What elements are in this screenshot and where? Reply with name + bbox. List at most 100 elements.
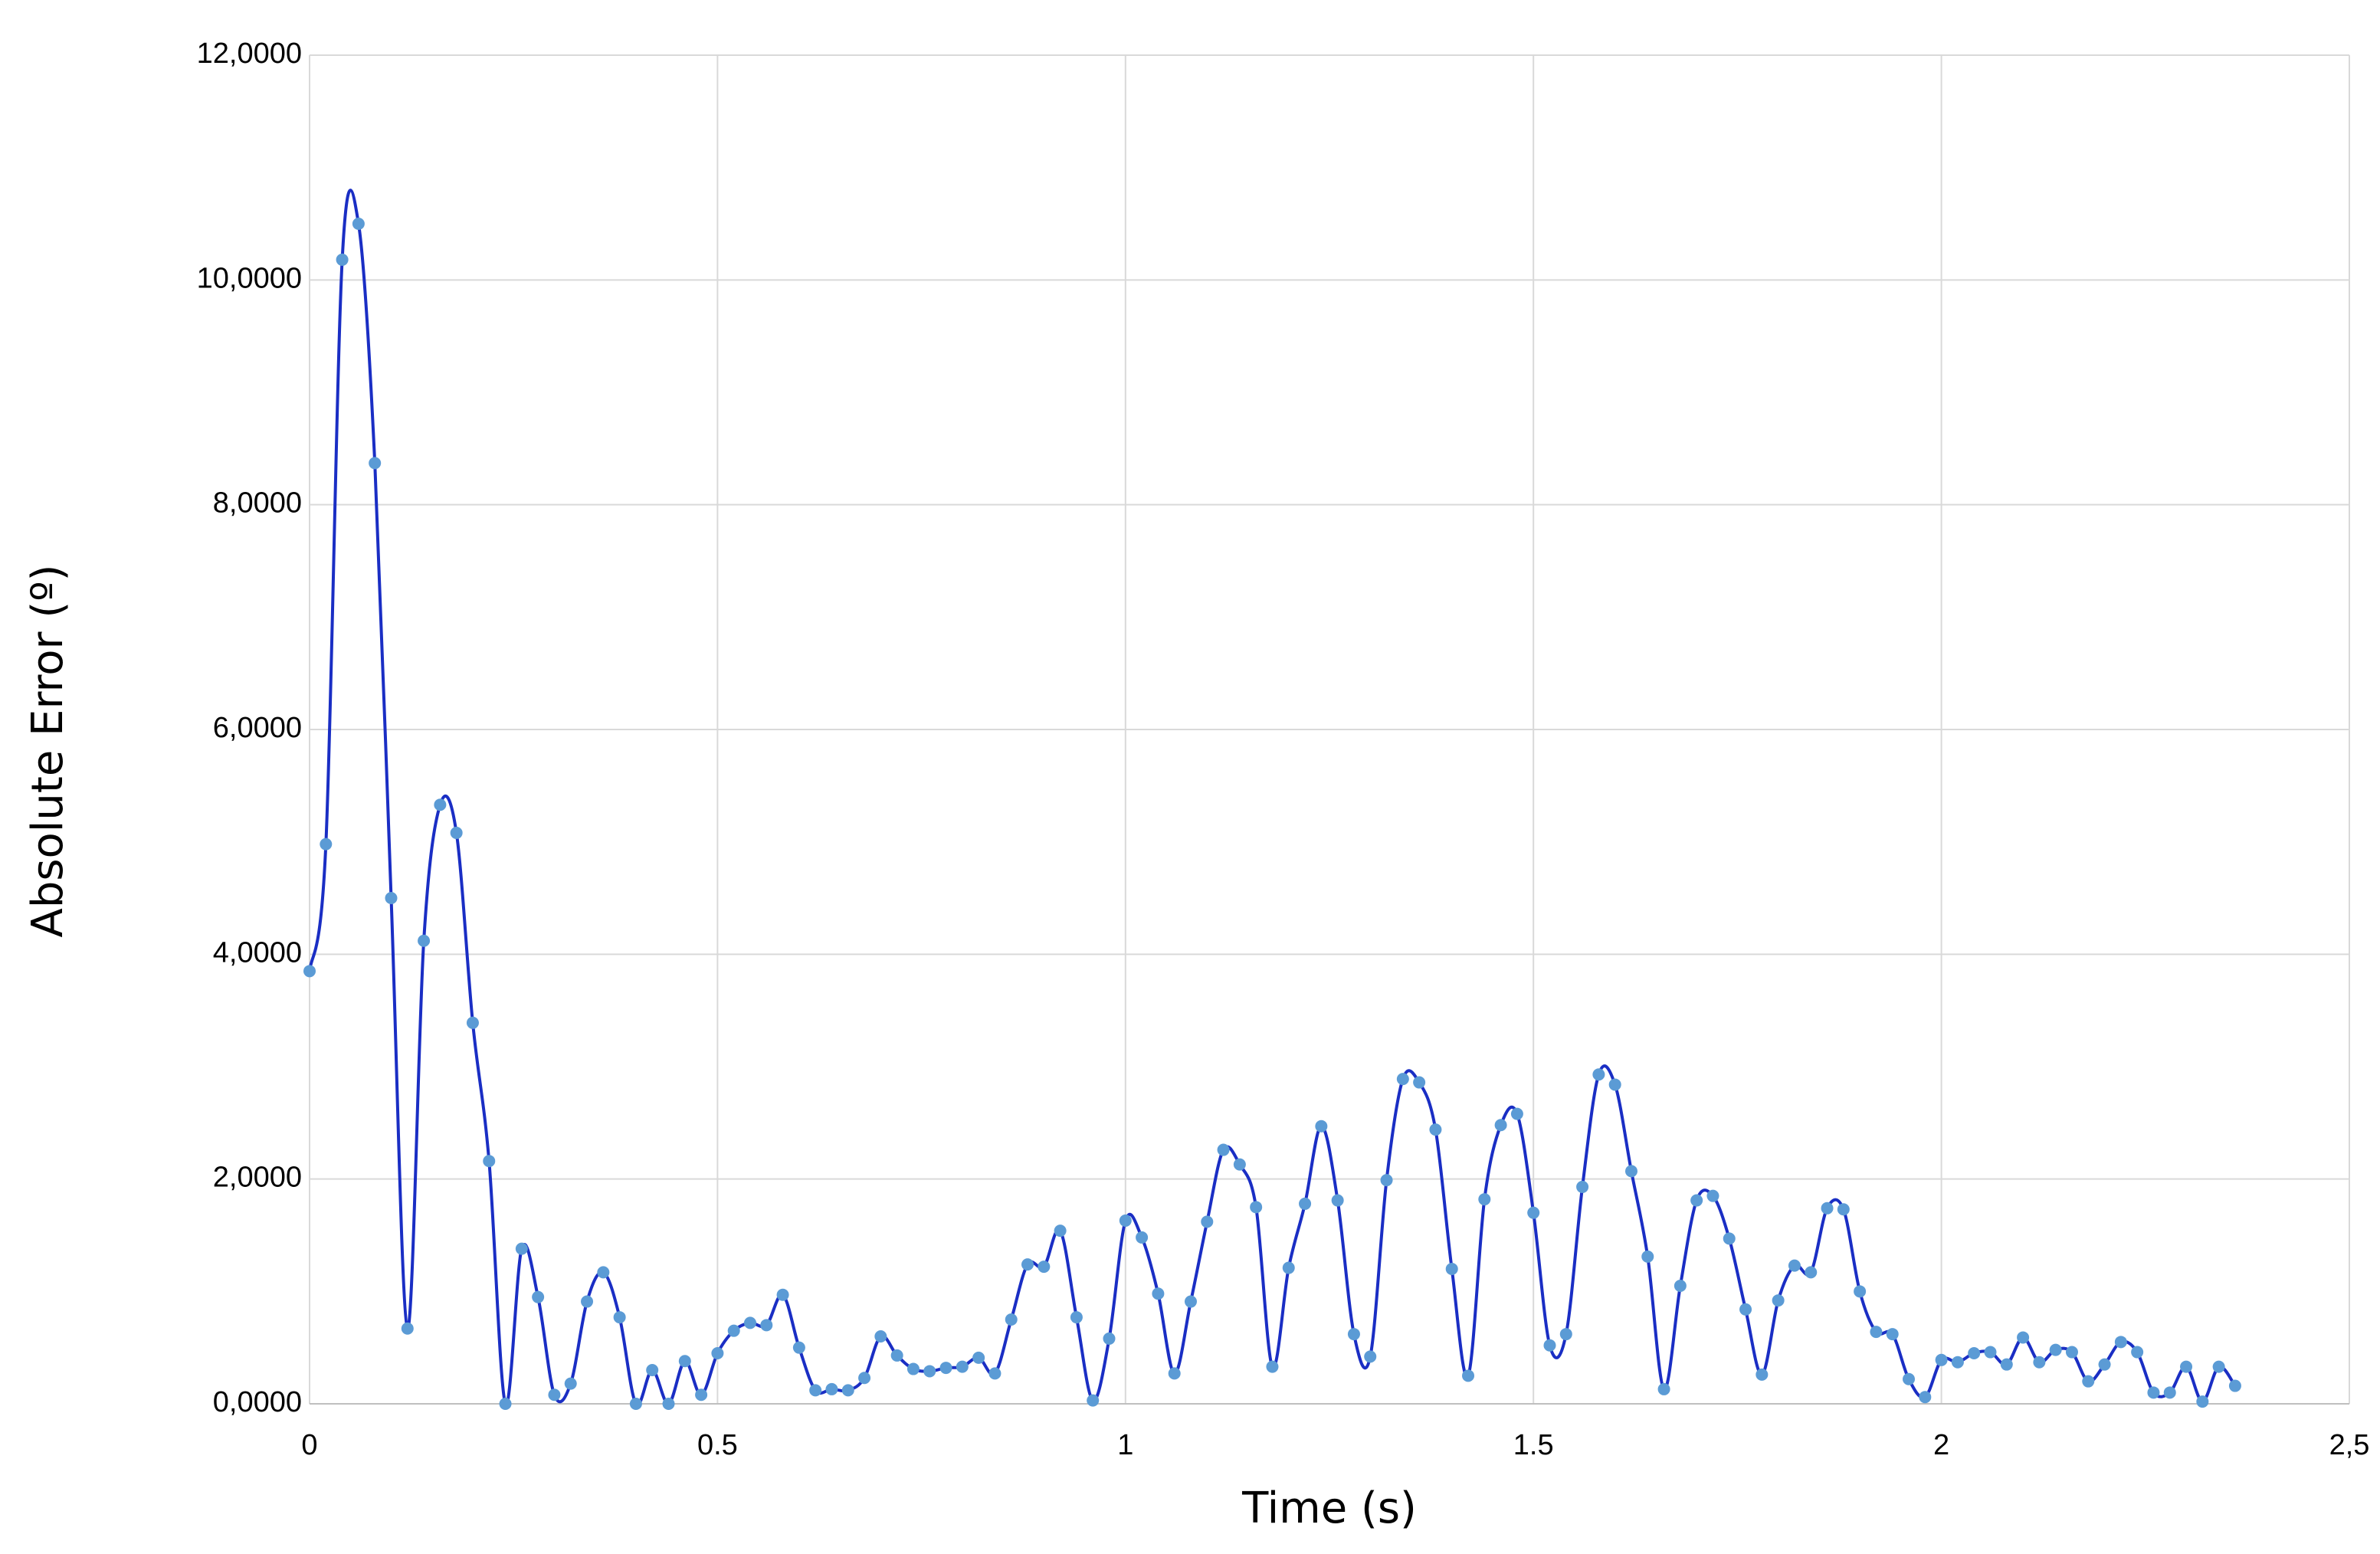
marker [1608,1078,1621,1091]
marker [1315,1120,1328,1133]
marker [1706,1189,1719,1202]
marker [1299,1197,1312,1210]
marker [2065,1346,2078,1359]
marker [1723,1232,1736,1245]
marker [1103,1332,1116,1345]
marker [597,1266,610,1279]
marker [434,798,447,811]
marker [483,1155,496,1168]
marker [1559,1328,1572,1341]
marker [727,1324,740,1337]
marker [972,1351,985,1364]
marker [1739,1303,1752,1316]
marker [2131,1346,2144,1359]
marker [1168,1367,1181,1380]
y-tick-label: 12,0000 [197,38,302,70]
marker [1136,1231,1149,1244]
marker [581,1295,594,1308]
marker [1282,1261,1295,1274]
marker [1821,1202,1834,1215]
y-tick-label: 6,0000 [213,712,302,744]
marker [2017,1331,2030,1344]
marker [1396,1073,1409,1086]
marker [1576,1180,1589,1193]
marker [695,1388,708,1402]
marker [1527,1206,1540,1219]
marker [385,892,398,904]
marker [890,1349,903,1362]
marker [874,1330,887,1343]
marker [1788,1259,1801,1272]
marker [1331,1194,1344,1207]
marker [906,1362,920,1375]
marker [466,1016,479,1029]
marker [1592,1068,1605,1081]
marker [2033,1356,2046,1369]
marker [1919,1391,1932,1404]
marker [858,1372,871,1385]
marker [629,1398,642,1410]
marker [1772,1294,1785,1307]
marker [1380,1174,1393,1187]
marker [1510,1107,1523,1120]
marker [825,1382,838,1395]
marker [646,1364,659,1376]
marker [1070,1311,1083,1324]
marker [320,838,333,851]
marker [401,1322,414,1335]
x-tick-label: 0.5 [697,1429,738,1461]
marker [1266,1360,1279,1373]
marker [923,1365,936,1378]
marker [1657,1382,1670,1395]
marker [1233,1158,1246,1171]
marker [678,1355,691,1368]
marker [1217,1143,1230,1156]
marker [352,218,365,230]
marker [711,1347,724,1359]
marker [956,1360,969,1373]
y-tick-label: 0,0000 [213,1386,302,1418]
marker [809,1384,822,1397]
marker [2114,1336,2127,1349]
marker [1087,1394,1100,1407]
marker [2180,1360,2193,1373]
marker [1870,1326,1883,1339]
marker [1429,1123,1442,1136]
x-tick-label: 1.5 [1513,1429,1554,1461]
marker [548,1388,561,1402]
marker [564,1377,577,1390]
marker [499,1398,512,1410]
marker [369,457,382,470]
marker [760,1319,773,1332]
marker [450,826,463,839]
marker [1021,1258,1034,1271]
marker [743,1316,756,1329]
marker [2147,1386,2160,1399]
marker [1641,1250,1654,1263]
marker [1674,1280,1687,1292]
marker [418,934,431,947]
x-tick-label: 2 [1933,1429,1949,1461]
marker [2212,1360,2225,1373]
marker [2163,1386,2176,1399]
x-axis-title: Time (s) [1241,1484,1417,1533]
marker [1184,1295,1197,1308]
marker [1903,1372,1916,1385]
y-axis-title: Absolute Error (º) [23,565,73,938]
marker [1837,1203,1850,1216]
marker [1119,1214,1132,1227]
x-tick-label: 1 [1117,1429,1133,1461]
marker [988,1367,1002,1380]
marker [2196,1395,2209,1408]
marker [1984,1346,1997,1359]
marker [1478,1193,1491,1206]
marker [1624,1165,1637,1178]
y-tick-label: 8,0000 [213,487,302,520]
marker [532,1290,545,1303]
marker [1201,1215,1214,1228]
y-tick-label: 2,0000 [213,1162,302,1194]
marker [1755,1368,1769,1381]
marker [1364,1350,1377,1363]
marker [2098,1358,2111,1371]
